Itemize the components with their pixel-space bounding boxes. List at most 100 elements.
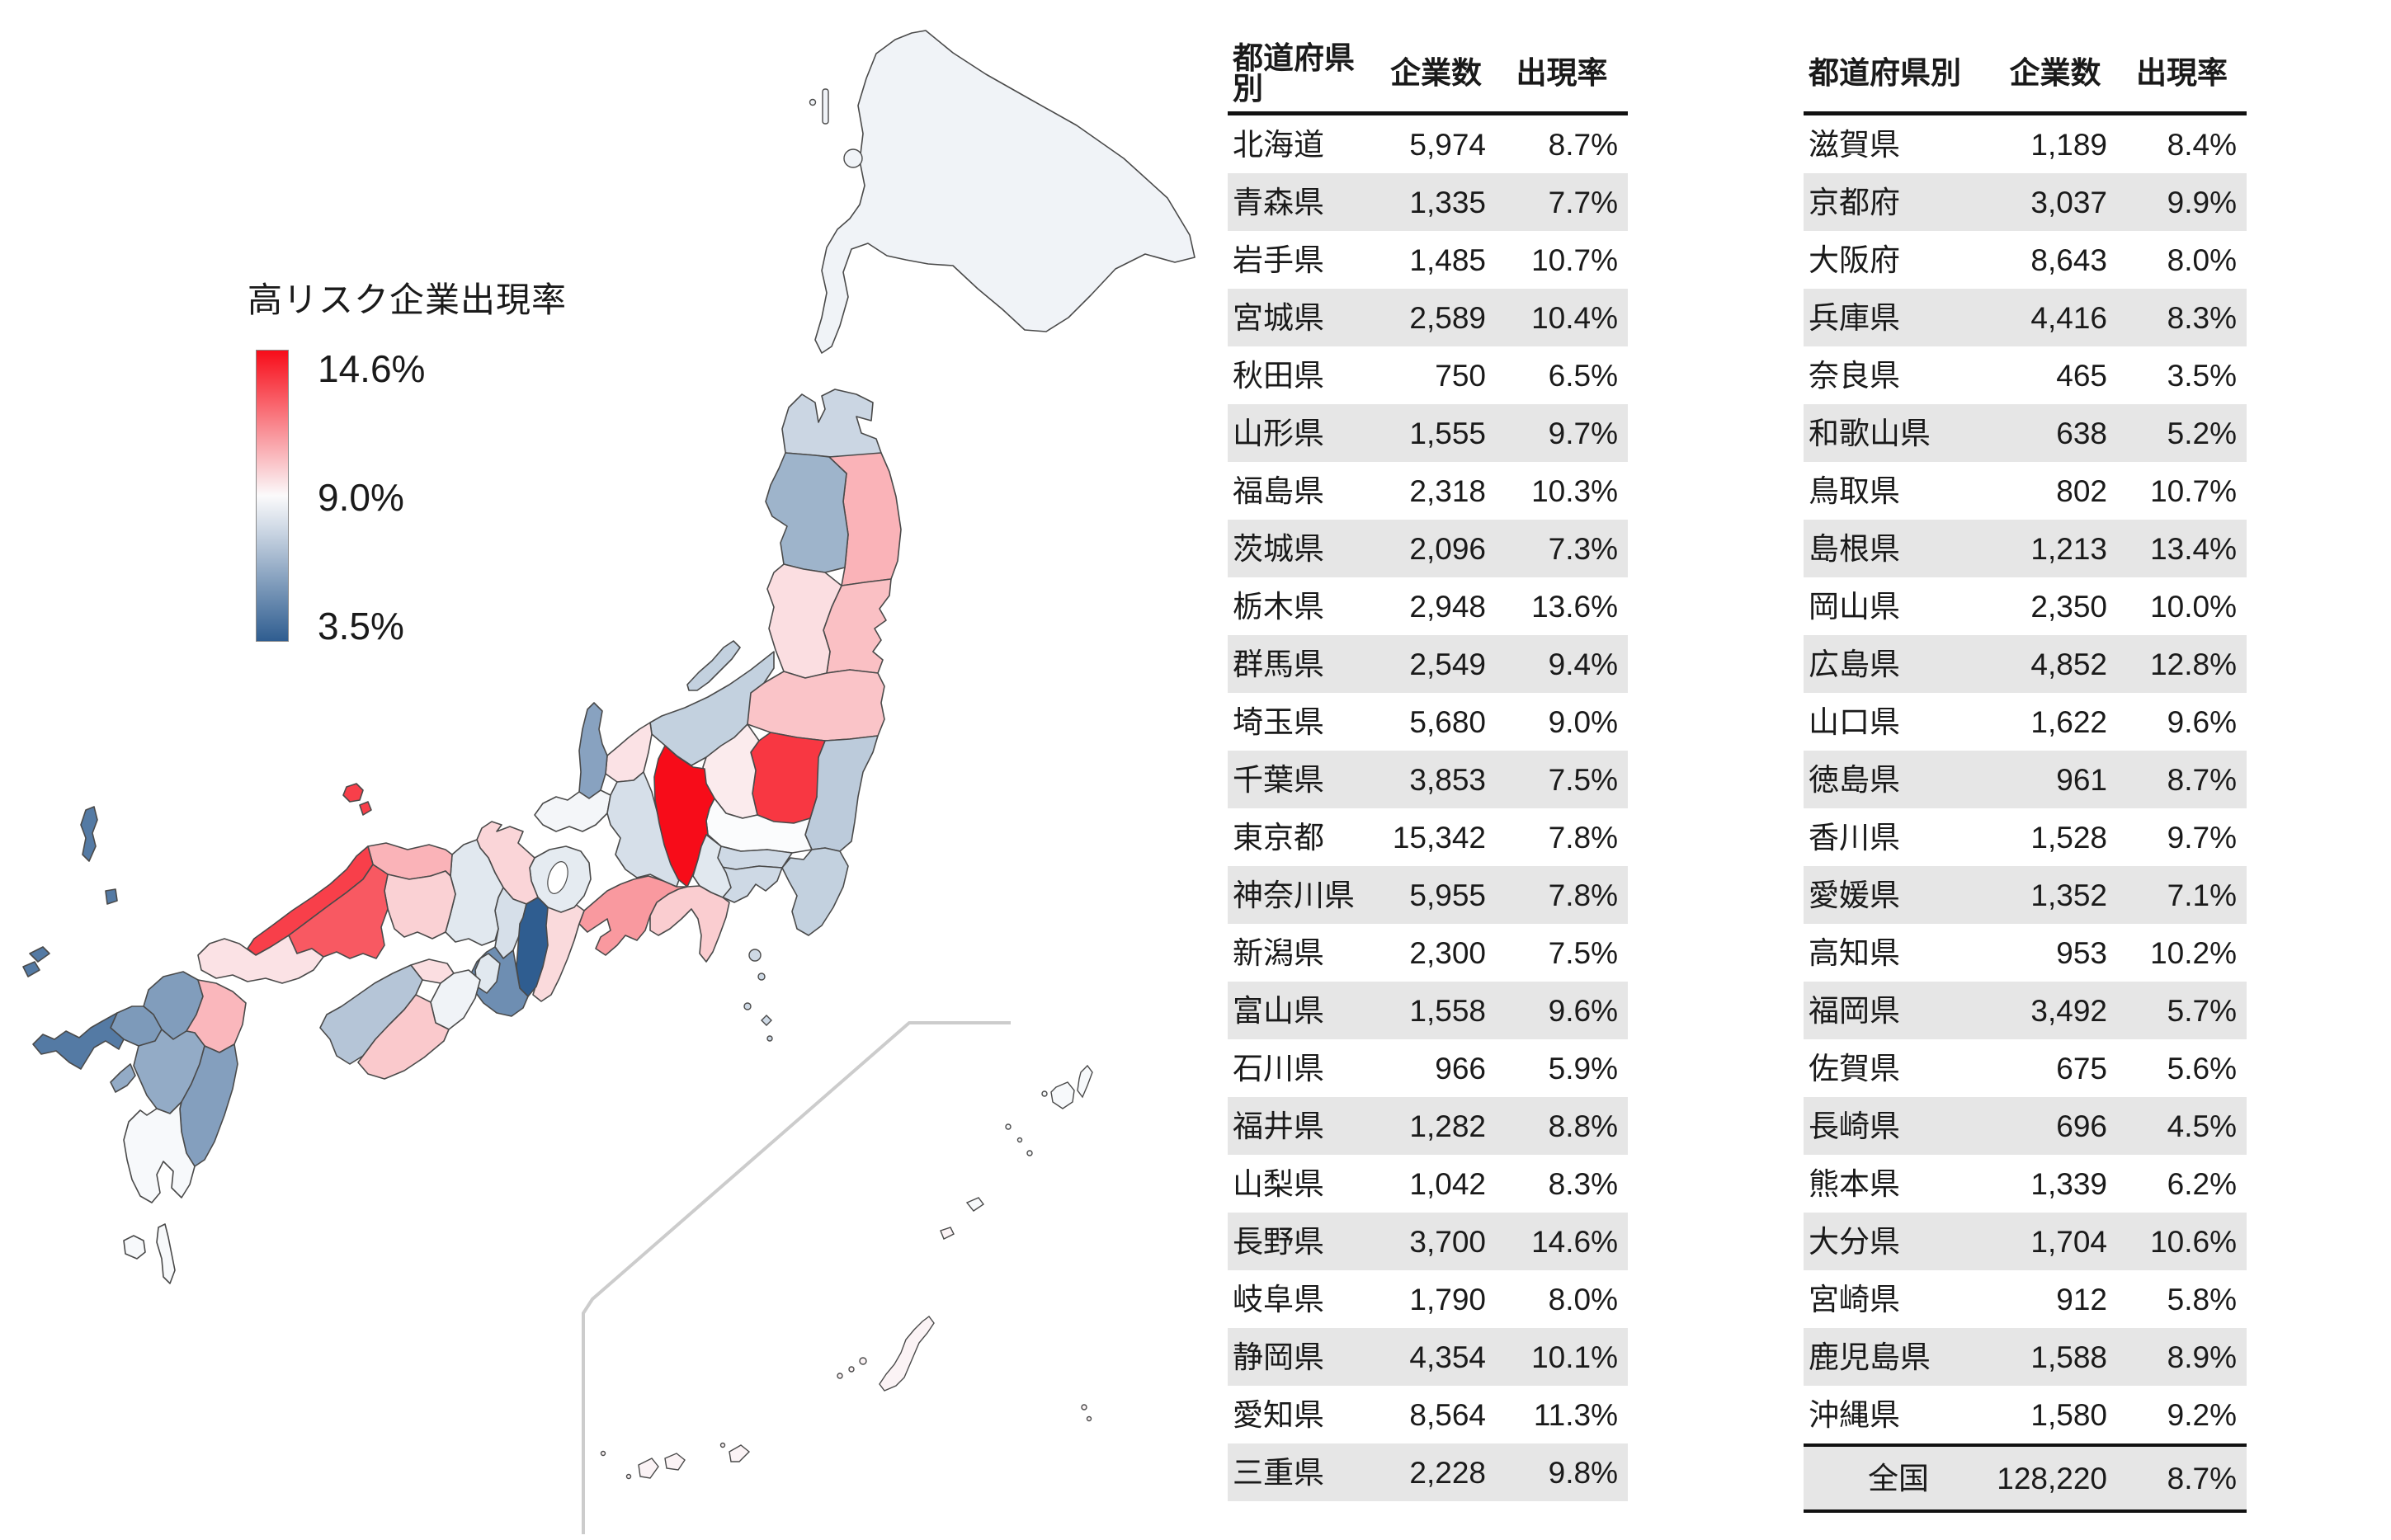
company-count-cell: 2,350 [2030, 589, 2107, 624]
prefecture-yamaguchi [197, 935, 324, 984]
prefecture-name-cell: 熊本県 [1809, 1166, 1900, 1201]
prefecture-aomori [781, 389, 882, 459]
table-row: 大阪府 8,643 8.0% [1804, 231, 2247, 289]
prefecture-miyazaki [179, 1043, 238, 1167]
rate-cell: 10.2% [2150, 935, 2237, 970]
rate-cell: 10.3% [1531, 473, 1618, 508]
rate-cell: 10.6% [2117, 1213, 2247, 1270]
table-row: 青森県 1,335 7.7% [1228, 173, 1628, 231]
table-row: 奈良県 465 3.5% [1804, 346, 2247, 404]
table-row: 京都府 3,037 9.9% [1804, 173, 2247, 231]
company-count-cell: 8,564 [1409, 1397, 1486, 1432]
rate-cell: 5.7% [2117, 982, 2247, 1039]
prefecture-name-cell: 神奈川県 [1228, 866, 1376, 924]
prefecture-name-cell: 愛知県 [1233, 1397, 1324, 1432]
tokara-island-4 [1005, 1123, 1012, 1130]
table-total-row: 全国 128,220 8.7% [1804, 1443, 2247, 1513]
table-row: 岡山県 2,350 10.0% [1804, 577, 2247, 635]
rate-cell: 9.7% [1496, 404, 1628, 462]
company-count-cell: 1,213 [1993, 520, 2117, 577]
prefecture-name-cell: 佐賀県 [1809, 1051, 1900, 1086]
table-row: 福井県 1,282 8.8% [1228, 1097, 1628, 1155]
company-count-cell: 696 [1993, 1097, 2117, 1155]
company-count-cell: 1,704 [1993, 1213, 2117, 1270]
rate-cell: 7.1% [2117, 866, 2247, 924]
rate-cell: 9.4% [1496, 635, 1628, 693]
total-rate-cell: 8.7% [2117, 1443, 2247, 1513]
prefecture-name-cell: 群馬県 [1228, 635, 1376, 693]
rate-cell: 5.9% [1548, 1051, 1618, 1086]
rate-cell: 6.2% [2167, 1166, 2237, 1201]
prefecture-name-cell: 青森県 [1228, 173, 1376, 231]
table-row: 三重県 2,228 9.8% [1228, 1443, 1628, 1501]
column-header: 出現率 [1496, 35, 1628, 115]
prefecture-name-cell: 長崎県 [1804, 1097, 1993, 1155]
sado-island [686, 640, 741, 691]
prefecture-name-cell: 山口県 [1809, 704, 1900, 739]
prefecture-hiroshima [288, 864, 389, 959]
table-row: 兵庫県 4,416 8.3% [1804, 289, 2247, 346]
company-count-cell: 1,042 [1409, 1166, 1486, 1201]
table-row: 愛媛県 1,352 7.1% [1804, 866, 2247, 924]
company-count-cell: 15,342 [1392, 820, 1486, 855]
rate-cell: 8.7% [1548, 127, 1618, 162]
company-count-cell: 1,558 [1376, 982, 1496, 1039]
company-count-cell: 1,790 [1409, 1282, 1486, 1316]
rate-cell: 14.6% [1496, 1213, 1628, 1270]
prefecture-name-cell: 千葉県 [1228, 751, 1376, 808]
company-count-cell: 2,228 [1376, 1443, 1496, 1501]
yonaguni-island [625, 1473, 632, 1480]
prefecture-name-cell: 岡山県 [1809, 589, 1900, 624]
rate-cell: 9.0% [1548, 704, 1618, 739]
prefecture-name-cell: 福井県 [1228, 1097, 1376, 1155]
company-count-cell: 750 [1435, 358, 1486, 393]
column-header: 都道府県別 [1804, 35, 1993, 115]
company-count-cell: 1,189 [2030, 127, 2107, 162]
prefecture-name-cell: 三重県 [1228, 1443, 1376, 1501]
table-row: 北海道 5,974 8.7% [1228, 114, 1628, 174]
prefecture-name-cell: 徳島県 [1804, 751, 1993, 808]
legend-colorbar [256, 350, 289, 642]
japan-map [22, 30, 1196, 1534]
rate-cell: 7.5% [1496, 751, 1628, 808]
company-count-cell: 5,955 [1376, 866, 1496, 924]
rebun-island [822, 88, 829, 125]
prefecture-nara [516, 897, 549, 997]
rate-cell: 10.4% [1496, 289, 1628, 346]
iki-island [105, 888, 118, 905]
prefecture-name-cell: 福島県 [1233, 473, 1324, 508]
izu-island-3 [743, 1002, 752, 1010]
rate-cell: 9.2% [2167, 1397, 2237, 1432]
table-row: 和歌山県 638 5.2% [1804, 404, 2247, 462]
total-count-cell: 128,220 [1993, 1443, 2117, 1513]
yakushima-island [123, 1235, 146, 1260]
rate-cell: 10.7% [1531, 243, 1618, 277]
rate-cell: 9.7% [2167, 820, 2237, 855]
table-row: 福島県 2,318 10.3% [1228, 462, 1628, 520]
japan-map-container [22, 30, 1196, 1534]
kerama-island-1 [859, 1357, 867, 1365]
prefecture-name-cell: 山形県 [1228, 404, 1376, 462]
column-header: 出現率 [2117, 35, 2247, 115]
table-row: 高知県 953 10.2% [1804, 924, 2247, 982]
company-count-cell: 2,589 [1376, 289, 1496, 346]
legend-min-label: 3.5% [318, 605, 404, 648]
table-row: 山形県 1,555 9.7% [1228, 404, 1628, 462]
kerama-island-2 [848, 1366, 855, 1373]
prefecture-name-cell: 東京都 [1233, 820, 1324, 855]
prefecture-name-cell: 茨城県 [1228, 520, 1376, 577]
table-row: 静岡県 4,354 10.1% [1228, 1328, 1628, 1386]
table-row: 神奈川県 5,955 7.8% [1228, 866, 1628, 924]
company-count-cell: 966 [1435, 1051, 1486, 1086]
rate-cell: 9.9% [2117, 173, 2247, 231]
prefecture-tokushima [430, 969, 481, 1030]
rate-cell: 4.5% [2117, 1097, 2247, 1155]
table-row: 長野県 3,700 14.6% [1228, 1213, 1628, 1270]
tanegashima-island [156, 1223, 176, 1284]
rate-cell: 8.0% [1548, 1282, 1618, 1316]
table-row: 滋賀県 1,189 8.4% [1804, 114, 2247, 174]
rate-cell: 12.8% [2117, 635, 2247, 693]
company-count-cell: 1,352 [1993, 866, 2117, 924]
rishiri-island [843, 148, 863, 168]
okinoerabu-island [965, 1197, 985, 1212]
